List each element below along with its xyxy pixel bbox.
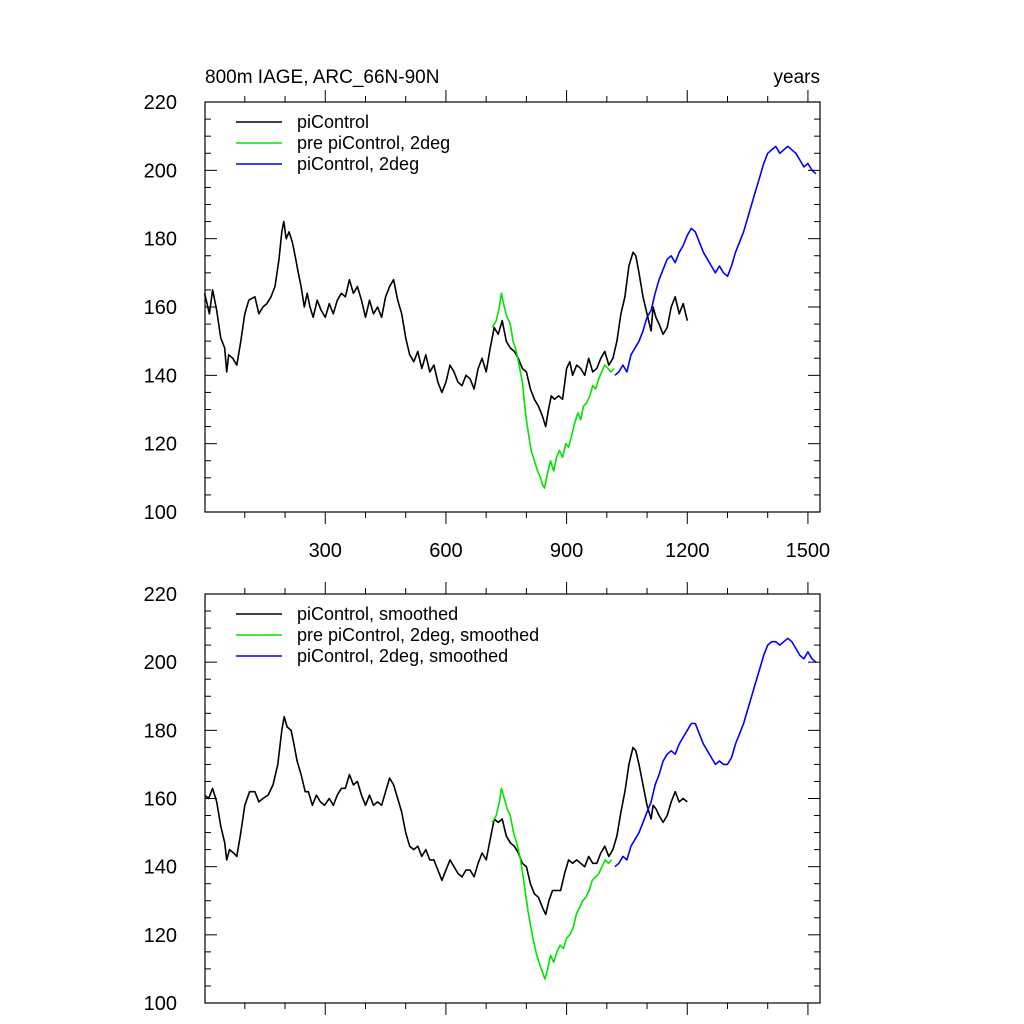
series-line-pre-picontrol-2deg [491,292,615,489]
y-tick-label: 140 [144,365,177,387]
y-tick-label: 220 [144,584,177,606]
legend-label: piControl, 2deg [297,154,419,174]
units-label: years [774,67,820,88]
x-tick-label: 1200 [665,540,710,562]
y-tick-label: 100 [144,993,177,1015]
legend-label: piControl, 2deg, smoothed [297,646,508,666]
y-tick-label: 140 [144,857,177,879]
y-tick-label: 180 [144,720,177,742]
series-line-picontrol-2deg [614,145,817,376]
y-tick-label: 200 [144,160,177,182]
y-tick-label: 220 [144,92,177,114]
y-tick-label: 120 [144,434,177,456]
series-line-picontrol [203,220,689,428]
series-line-pre-picontrol-2deg-smoothed [491,787,613,980]
panel-bottom: 100 120 140 160 180 200 220 piControl, smoothed… [144,582,821,1015]
x-tick-label: 300 [309,540,342,562]
x-tick-label: 600 [429,540,462,562]
legend-label: piControl, smoothed [297,604,458,624]
x-tick-label: 1500 [786,540,831,562]
legend-label: pre piControl, 2deg [297,133,450,153]
series-line-picontrol-smoothed [204,715,688,916]
panel-top: 100 120 140 160 180 200 220 300 600 900 1200 1500 80… [144,67,831,562]
legend-label: piControl [297,112,369,132]
chart-title: 800m IAGE, ARC_66N-90N [205,67,439,88]
y-tick-label: 160 [144,297,177,319]
y-tick-label: 100 [144,502,177,524]
legend-label: pre piControl, 2deg, smoothed [297,625,539,645]
y-tick-label: 160 [144,789,177,811]
y-tick-label: 200 [144,652,177,674]
y-tick-label: 180 [144,229,177,251]
x-tick-label: 900 [550,540,583,562]
y-tick-label: 120 [144,925,177,947]
series-line-picontrol-2deg-smoothed [614,637,817,868]
